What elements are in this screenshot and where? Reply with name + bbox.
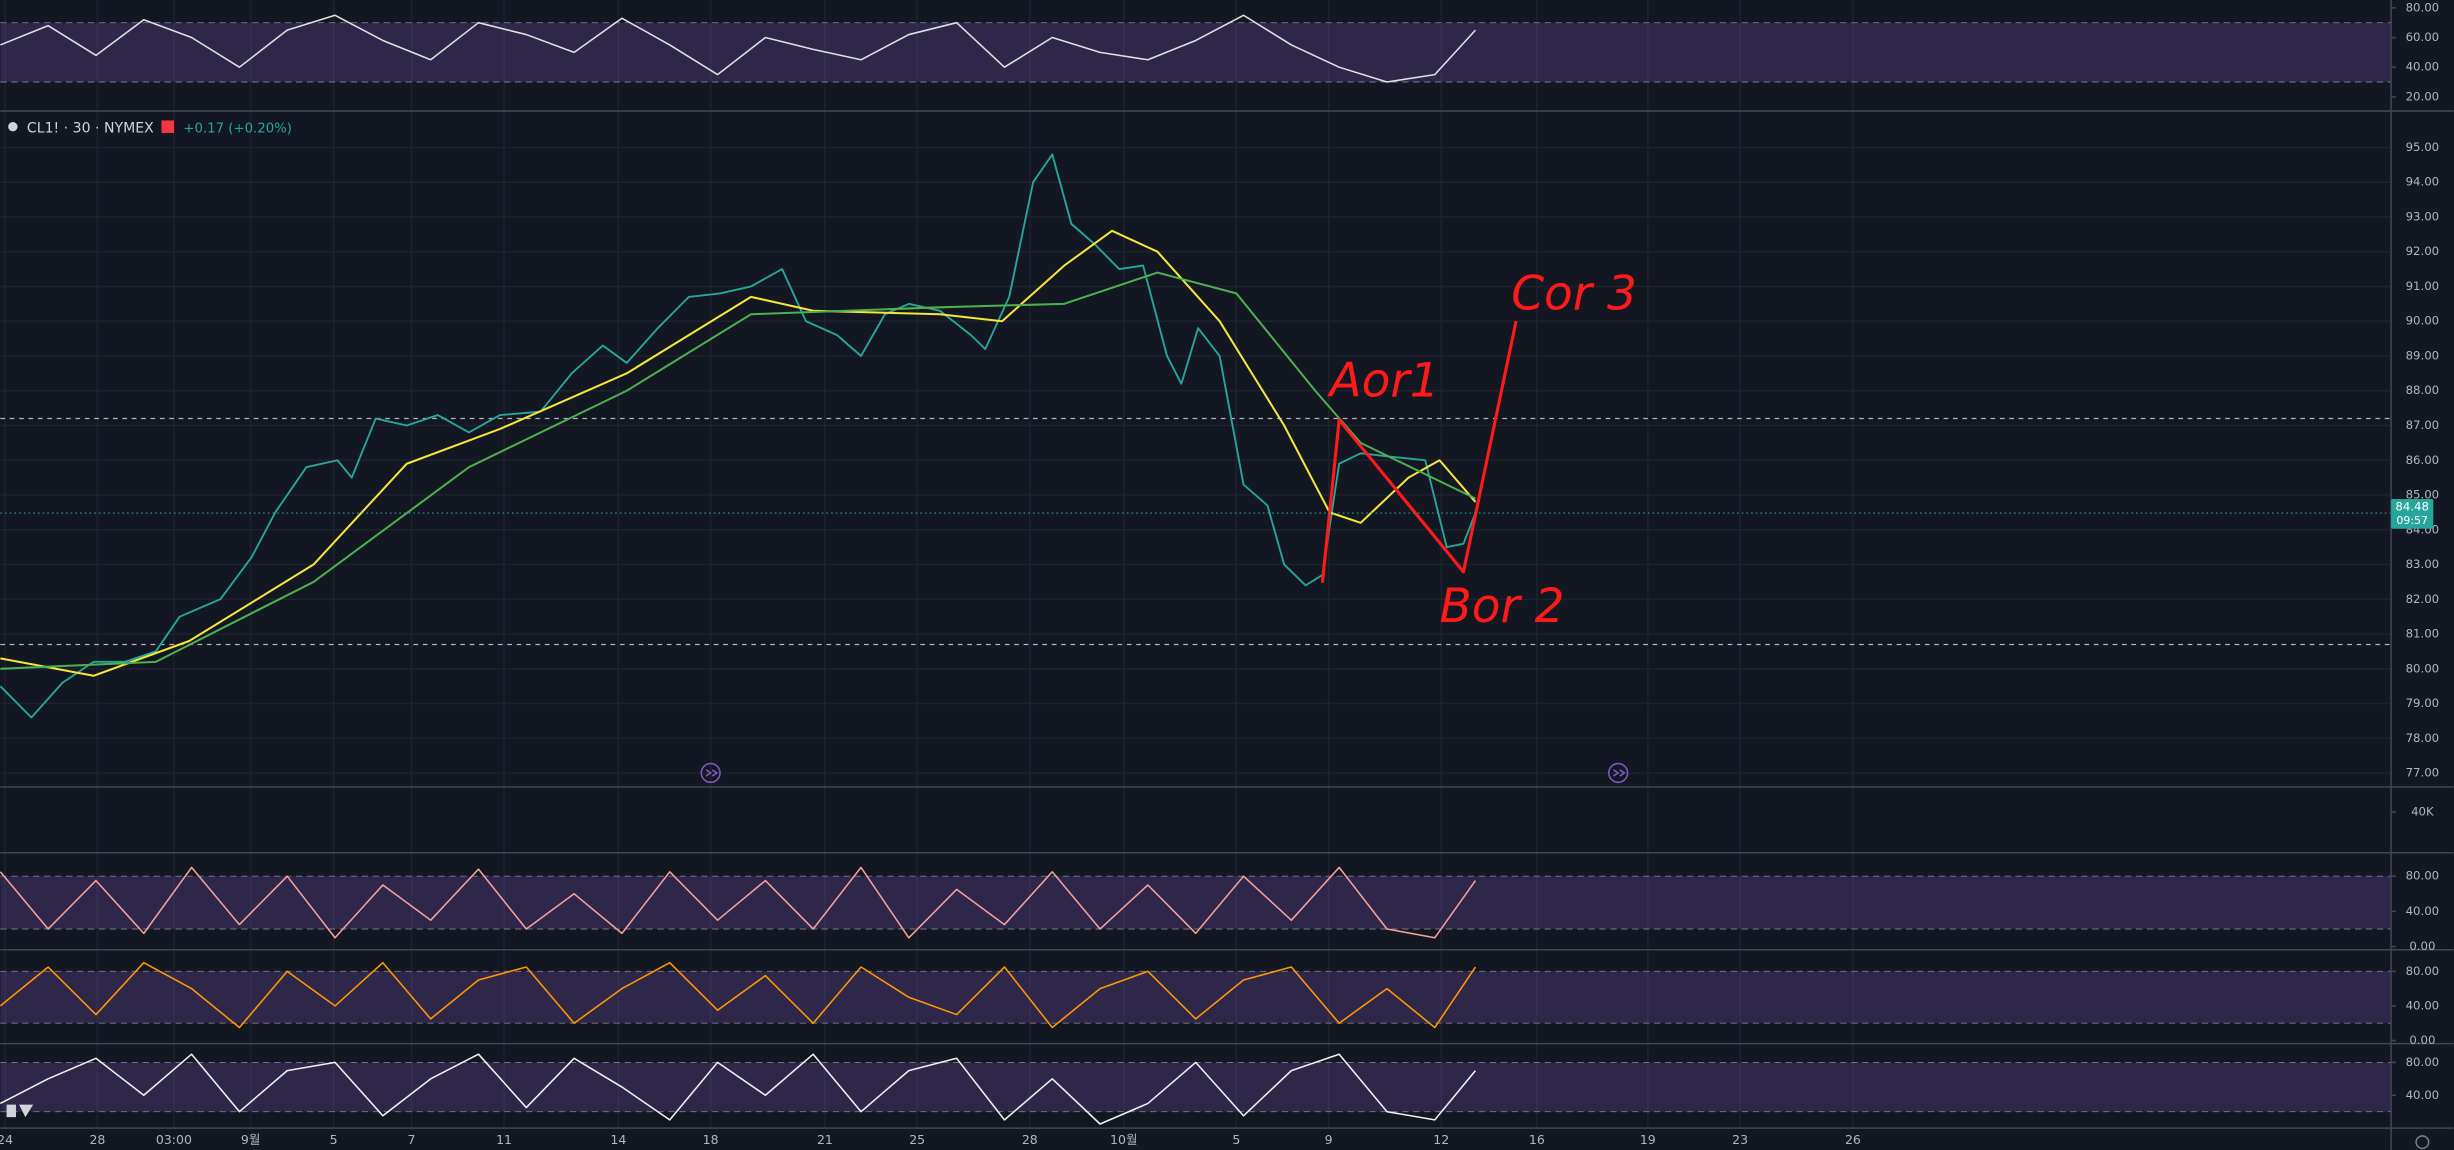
x-tick-label: 18 xyxy=(703,1132,719,1147)
x-tick-label: 11 xyxy=(496,1132,512,1147)
y-tick-label: 80.00 xyxy=(2406,964,2440,978)
y-tick-label: 0.00 xyxy=(2409,939,2435,953)
y-tick-label: 95.00 xyxy=(2406,140,2440,154)
y-tick-label: 82.00 xyxy=(2406,592,2440,606)
y-tick-label: 88.00 xyxy=(2406,383,2440,397)
x-tick-label: 16 xyxy=(1529,1132,1545,1147)
y-tick-label: 79.00 xyxy=(2406,696,2440,710)
band xyxy=(0,22,2392,83)
replay-icon[interactable] xyxy=(700,762,721,784)
flag-icon[interactable] xyxy=(161,120,175,133)
y-tick-label: 80.00 xyxy=(2406,0,2440,14)
x-tick-label: 5 xyxy=(1232,1132,1240,1147)
oscillator-line xyxy=(0,1053,1477,1125)
grid xyxy=(0,0,2392,1129)
replay-icon[interactable] xyxy=(1607,762,1629,784)
y-tick-label: 77.00 xyxy=(2406,766,2440,780)
change: +0.17 (+0.20%) xyxy=(183,121,292,136)
moving-average xyxy=(0,229,1477,677)
y-tick-label: 89.00 xyxy=(2406,348,2440,362)
y-tick-label: 40.00 xyxy=(2406,904,2440,918)
x-tick-label: 12 xyxy=(1433,1132,1449,1147)
y-tick-label: 85.00 xyxy=(2406,488,2440,502)
y-tick-label: 94.00 xyxy=(2406,175,2440,189)
y-tick-label: 80.00 xyxy=(2406,869,2440,883)
x-tick-label: 7 xyxy=(408,1132,416,1147)
oscillator-line xyxy=(0,14,1477,83)
logo[interactable] xyxy=(6,1104,34,1118)
x-tick-label: 24 xyxy=(0,1132,13,1147)
annotation: Bor 2 xyxy=(1440,579,1565,634)
oscillator-line xyxy=(0,866,1477,939)
price-line xyxy=(0,153,1477,719)
y-tick-label: 40.00 xyxy=(2406,1088,2440,1102)
x-tick-label: 23 xyxy=(1732,1132,1748,1147)
symbol: CL1! · 30 · NYMEX xyxy=(27,120,154,136)
symbol-icon xyxy=(8,122,18,132)
x-tick-label: 19 xyxy=(1640,1132,1656,1147)
x-tick-label: 28 xyxy=(1022,1132,1038,1147)
x-tick-label: 9 xyxy=(1325,1132,1333,1147)
annotation: Aor1 xyxy=(1327,353,1440,408)
band xyxy=(0,971,2392,1024)
y-tick-label: 20.00 xyxy=(2406,89,2440,103)
y-tick-label: 0.00 xyxy=(2409,1033,2435,1047)
x-tick-label: 9월 xyxy=(241,1132,260,1147)
y-tick-label: 83.00 xyxy=(2406,557,2440,571)
x-tick-label: 28 xyxy=(89,1132,105,1147)
y-tick-label: 81.00 xyxy=(2406,627,2440,641)
y-tick-label: 60.00 xyxy=(2406,30,2440,44)
y-tick-label: 80.00 xyxy=(2406,1055,2440,1069)
x-tick-label: 26 xyxy=(1845,1132,1861,1147)
band xyxy=(0,876,2392,929)
y-tick-label: 78.00 xyxy=(2406,731,2440,745)
x-tick-label: 21 xyxy=(817,1132,833,1147)
y-tick-label: 80.00 xyxy=(2406,661,2440,675)
countdown: 09:57 xyxy=(2396,514,2428,527)
x-tick-label: 03:00 xyxy=(156,1132,192,1147)
y-tick-label: 40.00 xyxy=(2406,998,2440,1012)
y-tick-label: 93.00 xyxy=(2406,209,2440,223)
y-tick-label: 91.00 xyxy=(2406,279,2440,293)
settings-icon[interactable] xyxy=(2415,1135,2430,1150)
moving-average xyxy=(0,271,1476,670)
y-tick-label: 90.00 xyxy=(2406,314,2440,328)
last-price: 84.48 xyxy=(2395,499,2429,513)
x-tick-label: 25 xyxy=(909,1132,925,1147)
annotation: Cor 3 xyxy=(1511,266,1637,321)
y-tick-label: 40K xyxy=(2411,805,2434,819)
drawing xyxy=(1320,320,1518,583)
x-tick-label: 14 xyxy=(610,1132,626,1147)
y-tick-label: 40.00 xyxy=(2406,60,2440,74)
y-tick-label: 87.00 xyxy=(2406,418,2440,432)
y-tick-label: 92.00 xyxy=(2406,244,2440,258)
y-tick-label: 86.00 xyxy=(2406,453,2440,467)
band xyxy=(0,1062,2392,1112)
x-tick-label: 5 xyxy=(330,1132,338,1147)
last-price-tag xyxy=(2391,499,2434,529)
x-tick-label: 10월 xyxy=(1110,1132,1137,1147)
marks: Aor1 Bor 2 Cor 3 xyxy=(0,14,2392,1125)
oscillator-line xyxy=(0,961,1477,1029)
